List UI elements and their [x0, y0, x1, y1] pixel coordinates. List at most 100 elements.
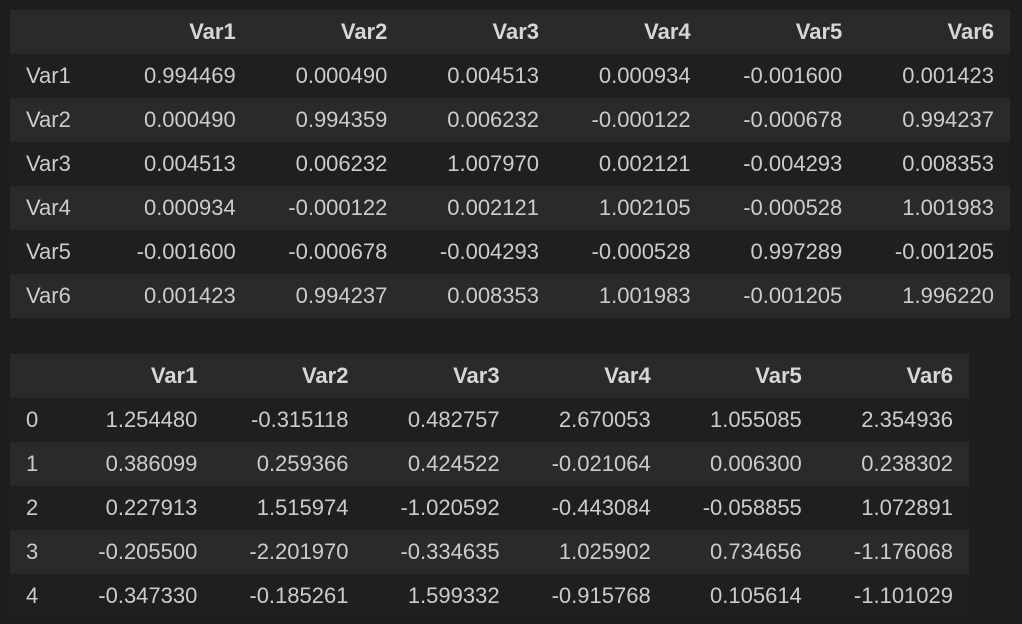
row-index: 2	[26, 495, 39, 520]
table-cell: 1.599332	[407, 583, 500, 608]
table-cell: 2.670053	[558, 407, 651, 432]
table-cell: 0.997289	[750, 239, 843, 264]
table-cell: -0.001205	[894, 239, 994, 264]
covariance-table: Var1 Var2 Var3 Var4 Var5 Var6 Var1 0.9944…	[10, 10, 1010, 318]
table-cell: -0.000678	[288, 239, 388, 264]
column-header: Var1	[150, 363, 198, 388]
table-cell: 0.000934	[143, 195, 236, 220]
table-cell: 0.004513	[143, 151, 236, 176]
table-row: Var5 -0.001600 -0.000678 -0.004293 -0.000528…	[10, 230, 1010, 274]
table-cell: 2.354936	[861, 407, 953, 432]
table-cell: -0.334635	[400, 539, 500, 564]
table-cell: -0.004293	[743, 151, 843, 176]
table-cell: 1.001983	[902, 195, 994, 220]
table-cell: 0.994237	[902, 107, 994, 132]
column-header: Var5	[755, 363, 802, 388]
dataframe-table-body: 0 1.254480 -0.315118 0.482757 2.670053 1.0550…	[10, 398, 969, 618]
table-row: Var4 0.000934 -0.000122 0.002121 1.002105 -0.…	[10, 186, 1010, 230]
table-cell: -0.021064	[551, 451, 651, 476]
table-cell: 0.000490	[143, 107, 236, 132]
table-cell: 1.996220	[902, 283, 994, 308]
row-index: 3	[26, 539, 39, 564]
table-cell: 1.025902	[558, 539, 651, 564]
table-row: 2 0.227913 1.515974 -1.020592 -0.443084 -0.05…	[10, 486, 969, 530]
table-cell: -0.315118	[251, 407, 349, 432]
table-cell: 0.386099	[105, 451, 198, 476]
table-cell: 0.006232	[447, 107, 539, 132]
table-cell: -0.001600	[136, 239, 236, 264]
table-cell: -0.000678	[743, 107, 843, 132]
table-row: 1 0.386099 0.259366 0.424522 -0.021064 0.0063…	[10, 442, 969, 486]
table-cell: -0.058855	[702, 495, 802, 520]
row-index: Var2	[26, 107, 71, 132]
table-cell: 0.002121	[598, 151, 691, 176]
column-header: Var3	[492, 19, 540, 44]
table-cell: 1.007970	[447, 151, 539, 176]
table-cell: 0.238302	[861, 451, 953, 476]
table-cell: 0.001423	[902, 63, 994, 88]
table-row: Var6 0.001423 0.994237 0.008353 1.001983 -0.0…	[10, 274, 1010, 318]
table-cell: -0.185261	[249, 583, 349, 608]
table-cell: -0.443084	[551, 495, 651, 520]
table-cell: 0.006300	[710, 451, 802, 476]
dataframe-table-header: Var1 Var2 Var3 Var4 Var5 Var6	[10, 354, 969, 398]
table-row: 3 -0.205500 -2.201970 -0.334635 1.025902 0.73…	[10, 530, 969, 574]
table-cell: 1.002105	[598, 195, 691, 220]
table-cell: 0.994359	[295, 107, 388, 132]
table-cell: 0.259366	[256, 451, 349, 476]
table-cell: 0.001423	[143, 283, 236, 308]
table-row: Var2 0.000490 0.994359 0.006232 -0.000122 -0.…	[10, 98, 1010, 142]
table-cell: -0.915768	[551, 583, 651, 608]
column-header: Var5	[795, 19, 843, 44]
table-row: Var1 0.994469 0.000490 0.004513 0.000934 -0.0…	[10, 54, 1010, 98]
table-cell: 0.002121	[447, 195, 539, 220]
table-cell: -0.000528	[743, 195, 843, 220]
table-cell: 1.055085	[710, 407, 802, 432]
table-row: 0 1.254480 -0.315118 0.482757 2.670053 1.0550…	[10, 398, 969, 442]
table-cell: 1.515974	[256, 495, 349, 520]
index-header	[10, 10, 100, 54]
covariance-table-header: Var1 Var2 Var3 Var4 Var5 Var6	[10, 10, 1010, 54]
table-cell: 0.105614	[710, 583, 802, 608]
header-row: Var1 Var2 Var3 Var4 Var5 Var6	[10, 10, 1010, 54]
column-header: Var2	[301, 363, 349, 388]
row-index: Var1	[26, 63, 71, 88]
table-cell: -0.000528	[591, 239, 691, 264]
table-cell: -0.004293	[439, 239, 539, 264]
table-cell: -0.000122	[591, 107, 691, 132]
column-header: Var6	[947, 19, 995, 44]
index-header	[10, 354, 62, 398]
table-cell: -0.000122	[288, 195, 388, 220]
table-cell: -1.020592	[400, 495, 500, 520]
table-cell: -0.205500	[98, 539, 198, 564]
table-cell: 1.254480	[105, 407, 198, 432]
table-cell: 0.000934	[598, 63, 691, 88]
table-cell: 1.072891	[861, 495, 953, 520]
table-cell: 0.004513	[447, 63, 539, 88]
column-header: Var4	[604, 363, 651, 388]
row-index: 1	[26, 451, 39, 476]
column-header: Var3	[453, 363, 500, 388]
table-cell: -1.176068	[853, 539, 953, 564]
column-header: Var1	[189, 19, 236, 44]
table-cell: 0.482757	[407, 407, 500, 432]
row-index: Var4	[26, 195, 71, 220]
table-cell: -0.001205	[743, 283, 843, 308]
header-row: Var1 Var2 Var3 Var4 Var5 Var6	[10, 354, 969, 398]
table-cell: 0.227913	[105, 495, 198, 520]
row-index: 0	[26, 407, 39, 432]
table-row: 4 -0.347330 -0.185261 1.599332 -0.915768 0.10…	[10, 574, 969, 618]
table-cell: 0.734656	[710, 539, 802, 564]
dataframe-table: Var1 Var2 Var3 Var4 Var5 Var6 0 1.254480 -…	[10, 354, 969, 618]
table-cell: 1.001983	[598, 283, 691, 308]
row-index: Var5	[26, 239, 71, 264]
row-index: 4	[26, 583, 39, 608]
table-cell: -0.001600	[743, 63, 843, 88]
column-header: Var4	[644, 19, 691, 44]
table-cell: -2.201970	[249, 539, 349, 564]
covariance-table-body: Var1 0.994469 0.000490 0.004513 0.000934 -0.0…	[10, 54, 1010, 318]
table-cell: 0.006232	[295, 151, 388, 176]
table-cell: 0.994237	[295, 283, 388, 308]
table-cell: 0.008353	[447, 283, 539, 308]
table-row: Var3 0.004513 0.006232 1.007970 0.002121 -0.0…	[10, 142, 1010, 186]
